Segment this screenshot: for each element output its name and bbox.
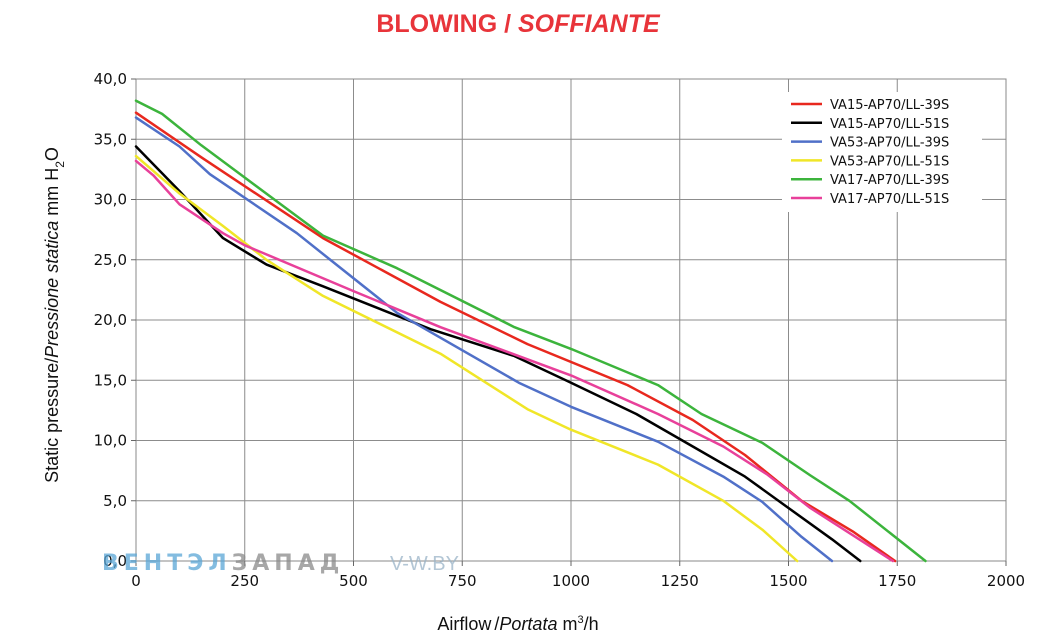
y-tick-label: 0,0 — [103, 552, 127, 570]
legend-label: VA17-AP70/LL-39S — [830, 173, 949, 188]
chart-title-italic: SOFFIANTE — [518, 10, 661, 38]
x-axis-ticks: 0 250 500 750 1000 1250 1500 1750 2000 — [131, 561, 1025, 590]
x-tick-label: 250 — [230, 572, 259, 590]
series-line — [134, 159, 895, 563]
y-tick-label: 15,0 — [94, 371, 127, 389]
y-tick-label: 20,0 — [94, 311, 127, 329]
y-axis-label-b: / — [42, 358, 62, 363]
x-axis-label-d: m — [557, 614, 577, 634]
x-axis-label-f: /h — [584, 614, 599, 634]
y-tick-label: 10,0 — [94, 432, 127, 450]
x-tick-label: 1500 — [769, 572, 807, 590]
series-line — [134, 111, 897, 563]
y-tick-label: 35,0 — [94, 130, 127, 148]
x-axis-label-e: 3 — [577, 614, 583, 626]
y-axis-label-f: O — [42, 147, 62, 161]
x-tick-label: 0 — [131, 572, 141, 590]
legend-label: VA53-AP70/LL-39S — [830, 136, 949, 151]
watermark-site: V-W.BY — [390, 553, 459, 575]
legend: VA15-AP70/LL-39S VA15-AP70/LL-51S VA53-AP7… — [782, 92, 982, 212]
series-line — [134, 99, 927, 563]
watermark-part1: ВЕНТЭЛ — [102, 551, 232, 576]
x-tick-label: 500 — [339, 572, 368, 590]
x-axis-label: Airflow/Portata m3/h — [437, 614, 598, 634]
x-axis-label-a: Airflow — [437, 614, 492, 634]
y-axis-label-e: 2 — [53, 161, 67, 168]
y-tick-label: 40,0 — [94, 70, 127, 88]
chart-title: BLOWING / SOFFIANTE — [376, 10, 661, 38]
y-axis-label: Static pressure/Pressione statica mm H2O — [42, 147, 67, 483]
series-line — [134, 154, 799, 563]
series-line — [134, 116, 834, 563]
y-tick-label: 30,0 — [94, 191, 127, 209]
y-axis-label-d: mm H — [42, 168, 62, 221]
x-tick-label: 1250 — [661, 572, 699, 590]
y-axis-label-a: Static pressure — [42, 363, 62, 483]
x-axis-label-c: Portata — [499, 614, 557, 634]
watermark: ВЕНТЭЛЗАПАД V-W.BY — [102, 551, 459, 576]
x-tick-label: 2000 — [987, 572, 1025, 590]
x-tick-label: 1750 — [878, 572, 916, 590]
x-axis-label-b: / — [494, 614, 499, 634]
series-line — [134, 145, 862, 563]
legend-label: VA15-AP70/LL-39S — [830, 98, 949, 113]
y-tick-label: 5,0 — [103, 492, 127, 510]
watermark-logo: ВЕНТЭЛЗАПАД — [102, 551, 344, 576]
legend-label: VA17-AP70/LL-51S — [830, 192, 949, 207]
chart-title-main: BLOWING / — [376, 10, 518, 38]
legend-label: VA53-AP70/LL-51S — [830, 154, 949, 169]
y-axis-label-c: Pressione statica — [42, 221, 62, 358]
legend-box — [782, 92, 982, 212]
legend-label: VA15-AP70/LL-51S — [830, 117, 949, 132]
x-tick-label: 750 — [448, 572, 477, 590]
watermark-part2: ЗАПАД — [232, 551, 345, 576]
y-tick-label: 25,0 — [94, 251, 127, 269]
x-tick-label: 1000 — [552, 572, 590, 590]
y-axis-ticks: 0,0 5,0 10,0 15,0 20,0 25,0 30,0 35,0 40,0 — [94, 70, 136, 570]
series-lines — [134, 99, 927, 563]
